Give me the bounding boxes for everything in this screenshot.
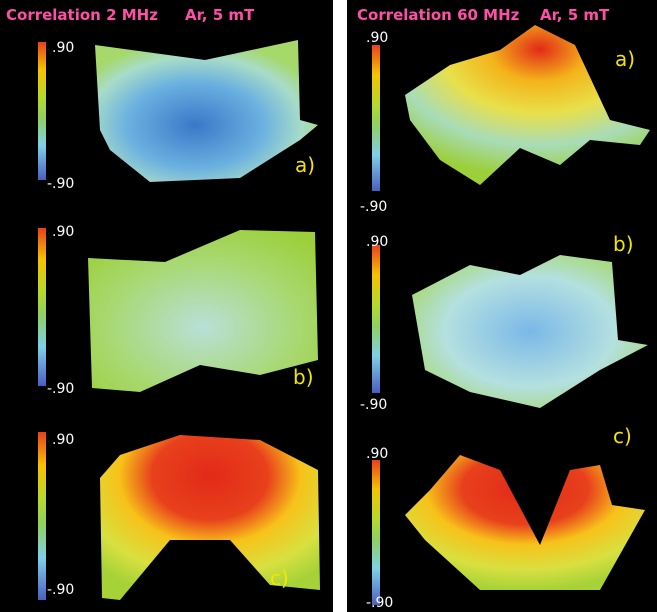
scale-max: .90 bbox=[52, 40, 74, 56]
scale-max: .90 bbox=[366, 234, 388, 250]
colorbar bbox=[38, 228, 46, 386]
panel-title: Correlation 2 MHz bbox=[6, 6, 158, 24]
plot-label: c) bbox=[270, 566, 289, 590]
scale-max: .90 bbox=[366, 446, 388, 462]
plot-label: a) bbox=[615, 47, 635, 71]
scale-min: -.90 bbox=[47, 582, 74, 598]
scale-min: -.90 bbox=[47, 381, 74, 397]
panel-condition: Ar, 5 mT bbox=[185, 6, 255, 24]
scale-min: -.90 bbox=[360, 199, 387, 215]
scale-max: .90 bbox=[52, 224, 74, 240]
colorbar bbox=[372, 245, 380, 393]
colorbar bbox=[372, 460, 380, 605]
colorbar bbox=[38, 42, 46, 180]
panel-condition: Ar, 5 mT bbox=[540, 6, 610, 24]
scale-min: -.90 bbox=[366, 595, 393, 611]
plot-label: b) bbox=[613, 232, 634, 256]
scale-min: -.90 bbox=[360, 397, 387, 413]
figure: Correlation 2 MHz Ar, 5 mT Correlation 6… bbox=[0, 0, 657, 612]
plot-label: a) bbox=[295, 153, 315, 177]
panel-title: Correlation 60 MHz bbox=[357, 6, 520, 24]
colorbar bbox=[372, 45, 380, 191]
scale-max: .90 bbox=[366, 30, 388, 46]
colorbar bbox=[38, 432, 46, 600]
plot-label: c) bbox=[613, 424, 632, 448]
scale-min: -.90 bbox=[47, 176, 74, 192]
scale-max: .90 bbox=[52, 432, 74, 448]
plot-label: b) bbox=[293, 365, 314, 389]
